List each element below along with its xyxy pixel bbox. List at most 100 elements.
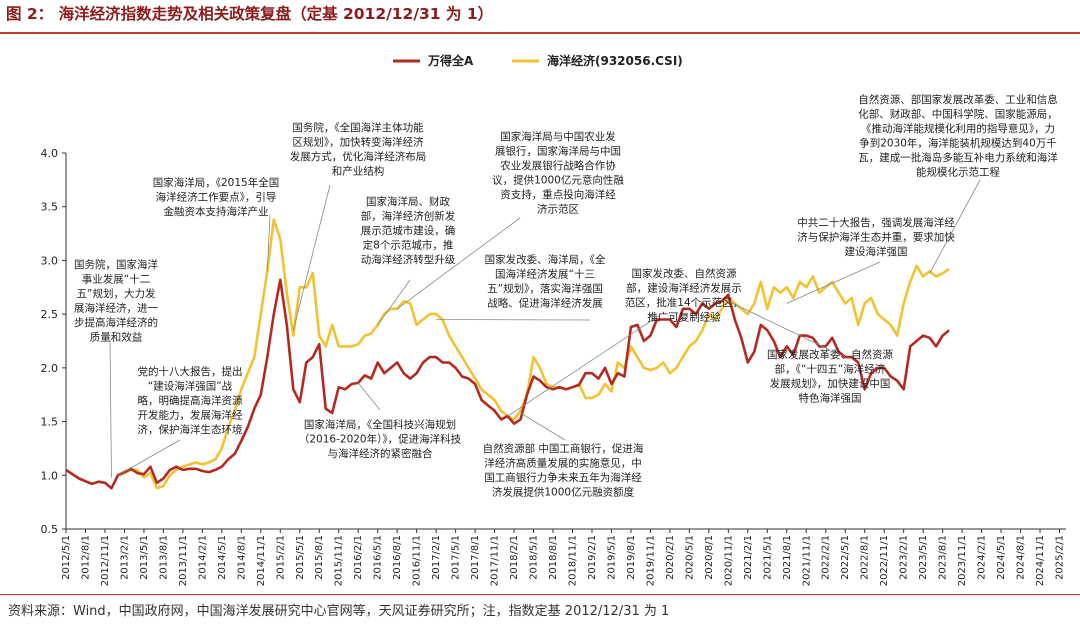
annotation-text-line: 国家海洋局与中国农业发 xyxy=(500,130,616,143)
annotation-leader-line xyxy=(109,339,112,478)
annotation-text-line: 推广可复制经验 xyxy=(647,311,721,324)
grid-layer: 0.5 1.0 1.5 2.0 2.5 3.0 3.5 4.0 2012/5/1 2012/8/1… xyxy=(41,147,1066,586)
legend: 万得全A 海洋经济(932056.CSI) xyxy=(393,53,683,68)
annotation-text-line: 质量和效益 xyxy=(90,331,143,344)
x-tick-label: 2012/8/1 xyxy=(80,535,91,580)
annotation-text-line: 济与保护海洋生态并重，要求加快 xyxy=(797,231,955,244)
y-tick-label: 0.5 xyxy=(41,523,59,536)
annotation-a12: 国家发展改革委、自然资源部，《“十四五”海洋经济发展规划》，加快建设中国特色海洋… xyxy=(728,300,893,405)
annotation-text-line: 部，《“十四五”海洋经济 xyxy=(775,363,886,376)
y-tick-label: 2.5 xyxy=(41,308,59,321)
x-tick-label: 2014/5/1 xyxy=(217,535,228,580)
annotation-text-line: 争到2030年，海洋能装机规模达到40万千 xyxy=(859,137,1057,150)
annotation-leader-line xyxy=(357,382,381,411)
x-tick-label: 2020/5/1 xyxy=(684,535,695,580)
annotation-text-line: 步提高海洋经济的 xyxy=(74,316,158,329)
x-tick-label: 2022/11/1 xyxy=(879,535,890,586)
annotation-text-line: 部，海洋经济创新发 xyxy=(361,210,456,223)
x-tick-label: 2013/8/1 xyxy=(158,535,169,580)
x-tick-label: 2022/8/1 xyxy=(860,535,871,580)
annotation-text-line: 瓦，建成一批海岛多能互补电力系统和海洋 xyxy=(858,151,1058,164)
annotation-text-line: 国家海洋局，《2015年全国 xyxy=(153,176,279,189)
annotation-text-line: 党的十八大报告，提出 xyxy=(138,365,243,378)
x-tick-label: 2019/8/1 xyxy=(626,535,637,580)
annotation-a10: 自然资源部 中国工商银行，促进海洋经济高质量发展的实施意见，中国工商银行力争未来… xyxy=(483,412,644,499)
annotation-text-line: 国家发展改革委、自然资源 xyxy=(767,348,893,361)
legend-label-marine: 海洋经济(932056.CSI) xyxy=(547,53,683,68)
annotation-text-line: 济示范区 xyxy=(537,203,579,216)
annotation-text-line: 与海洋经济的紧密融合 xyxy=(328,447,433,460)
annotation-text-line: 国家海洋局、财政 xyxy=(366,195,450,208)
y-tick-label: 3.5 xyxy=(41,201,59,214)
x-tick-label: 2012/11/1 xyxy=(100,535,111,586)
annotation-text-line: 国海洋经济发展“十三 xyxy=(495,268,595,281)
annotation-text-line: 国家海洋局，《全国科技兴海规划 xyxy=(304,418,456,431)
annotation-leader-line xyxy=(929,179,981,274)
annotation-a5: 国家海洋局、财政部，海洋经济创新发展示范城市建设，确定8个示范城市，推动海洋经济… xyxy=(361,195,456,326)
line-chart: 0.5 1.0 1.5 2.0 2.5 3.0 3.5 4.0 2012/5/1 2012/8/1… xyxy=(41,53,1066,586)
series-layer xyxy=(65,218,950,490)
x-tick-label: 2015/11/1 xyxy=(334,535,345,586)
annotation-leader-line xyxy=(786,261,881,304)
series-line-wind-a xyxy=(65,278,950,490)
annotation-text-line: 议，提供1000亿元意向性融 xyxy=(492,174,624,187)
x-tick-label: 2016/8/1 xyxy=(392,535,403,580)
annotation-text-line: 部，建设海洋经济发展示 xyxy=(626,282,742,295)
x-tick-label: 2022/5/1 xyxy=(840,535,851,580)
x-tick-label: 2021/8/1 xyxy=(782,535,793,580)
annotation-leader-line xyxy=(377,279,411,326)
annotation-leader-line xyxy=(292,184,331,331)
x-tick-label: 2023/11/1 xyxy=(957,535,968,586)
figure-title: 图 2： 海洋经济指数走势及相关政策复盘（定基 2012/12/31 为 1） xyxy=(6,5,494,23)
x-tick-label: 2013/5/1 xyxy=(139,535,150,580)
annotation-leader-line xyxy=(728,300,831,351)
annotation-text-line: 略，明确提高海洋资源 xyxy=(138,394,243,407)
x-tick-label: 2012/5/1 xyxy=(61,535,72,580)
annotation-text-line: 农业发展银行战略合作协 xyxy=(500,159,616,172)
x-tick-label: 2014/2/1 xyxy=(197,535,208,580)
annotation-a8: 国家海洋局，《全国科技兴海规划 （2016-2020年）》，促进海洋科技与海洋经济… xyxy=(299,382,462,460)
annotation-layer: 国务院，国家海洋事业发展“十二五”规划，大力发展海洋经济，进一步提高海洋经济的质… xyxy=(74,93,1058,499)
x-tick-label: 2020/8/1 xyxy=(704,535,715,580)
annotation-text-line: 济，保护海洋生态环境 xyxy=(138,423,243,436)
annotation-text-line: 展示范城市建设，确 xyxy=(361,224,456,237)
x-tick-label: 2021/11/1 xyxy=(801,535,812,586)
annotation-leader-line xyxy=(507,314,661,417)
x-tick-label: 2018/2/1 xyxy=(509,535,520,580)
x-tick-label: 2020/11/1 xyxy=(723,535,734,586)
annotation-text-line: 国务院，《全国海洋主体功能 xyxy=(292,121,424,134)
annotation-a1: 国务院，国家海洋事业发展“十二五”规划，大力发展海洋经济，进一步提高海洋经济的质… xyxy=(74,258,158,478)
annotation-text-line: 自然资源部 中国工商银行，促进海 xyxy=(483,442,644,455)
annotation-text-line: 自然资源、部国家发展改革委、工业和信息 xyxy=(858,93,1058,106)
x-tick-label: 2016/11/1 xyxy=(412,535,423,586)
x-tick-label: 2017/11/1 xyxy=(490,535,501,586)
y-tick-label: 2.0 xyxy=(41,362,59,375)
x-tick-label: 2023/8/1 xyxy=(938,535,949,580)
annotation-text-line: （2016-2020年）》，促进海洋科技 xyxy=(299,433,462,446)
annotation-text-line: 国家发改委、海洋局，《全 xyxy=(485,253,606,266)
annotation-text-line: 展海洋经济，进一 xyxy=(74,302,158,315)
y-tick-label: 4.0 xyxy=(41,147,59,160)
x-tick-label: 2023/2/1 xyxy=(899,535,910,580)
x-tick-label: 2015/2/1 xyxy=(275,535,286,580)
source-note: 资料来源：Wind，中国政府网，中国海洋发展研究中心官网等，天风证券研究所；注，… xyxy=(8,604,670,619)
legend-label-wind-a: 万得全A xyxy=(427,53,474,68)
annotation-text-line: 开发能力，发展海洋经 xyxy=(138,409,243,422)
x-tick-label: 2024/8/1 xyxy=(1016,535,1027,580)
annotation-text-line: 国务院，国家海洋 xyxy=(74,258,158,271)
x-tick-label: 2024/2/1 xyxy=(977,535,988,580)
annotation-text-line: 金融资本支持海洋产业 xyxy=(164,205,269,218)
annotation-text-line: 动海洋经济转型升级 xyxy=(361,253,456,266)
title-divider xyxy=(0,32,1080,34)
annotation-a7: 国家发改委、海洋局，《全国海洋经济发展“十三五”规划》，落实海洋强国战略、促进海… xyxy=(436,253,606,321)
annotation-leader-line xyxy=(396,217,521,310)
annotation-leader-line xyxy=(117,439,181,476)
annotation-text-line: 范区，批准14个示范区， xyxy=(625,296,743,309)
annotation-text-line: 发展方式，优化海洋经济布局 xyxy=(290,150,427,163)
annotation-text-line: 展银行，国家海洋局与中国 xyxy=(495,145,621,158)
x-tick-label: 2015/5/1 xyxy=(295,535,306,580)
annotation-leader-line xyxy=(520,412,566,441)
y-tick-label: 3.0 xyxy=(41,254,59,267)
